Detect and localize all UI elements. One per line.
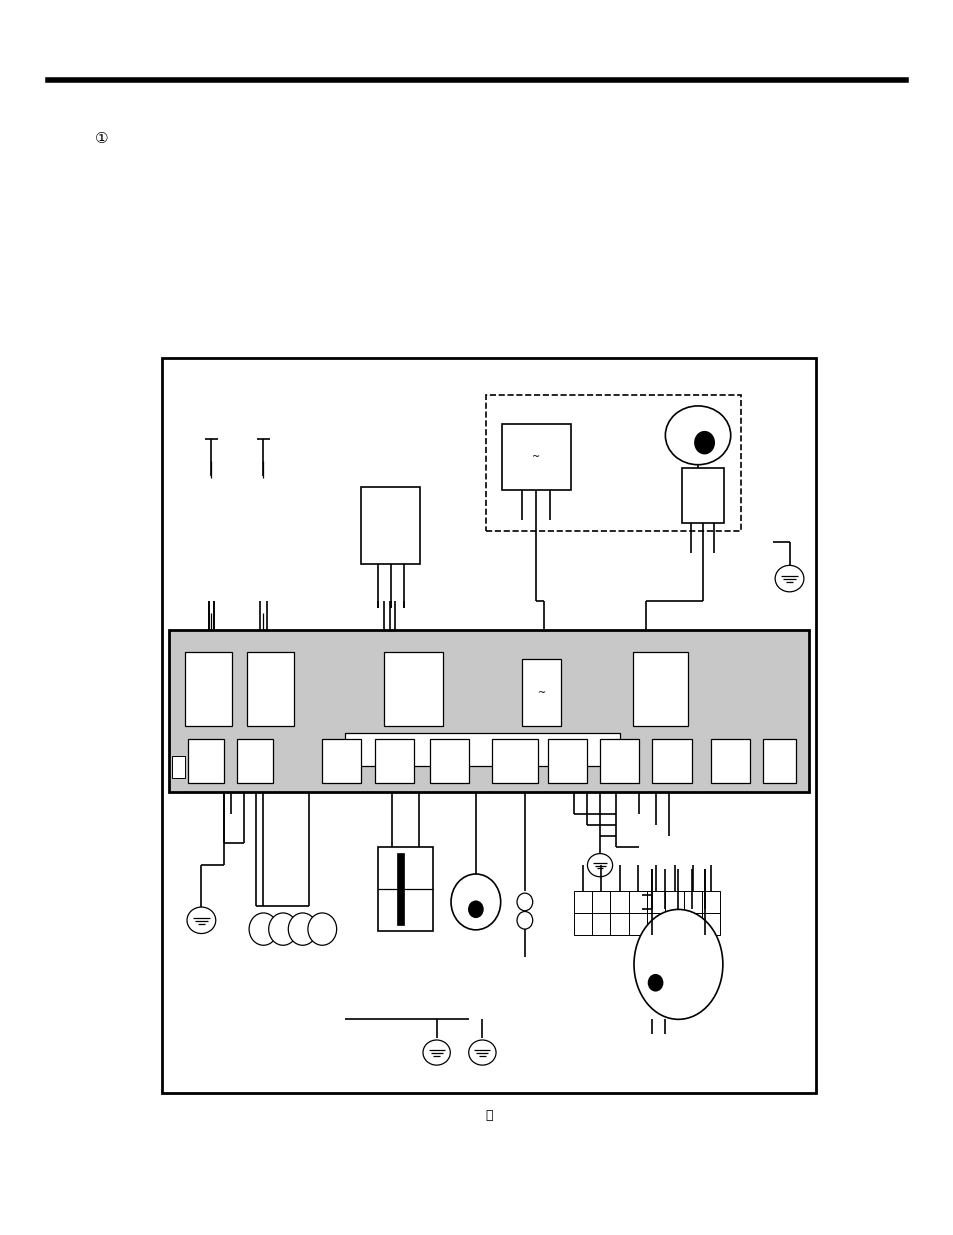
Ellipse shape — [775, 566, 803, 592]
Ellipse shape — [468, 1040, 496, 1065]
Bar — [628, 913, 646, 935]
Bar — [547, 739, 586, 783]
Bar — [592, 890, 610, 913]
Bar — [396, 852, 403, 925]
Bar — [169, 630, 808, 792]
Bar — [162, 358, 815, 1093]
Bar — [501, 425, 570, 490]
Bar — [610, 890, 628, 913]
Bar — [710, 739, 749, 783]
Bar — [681, 468, 723, 524]
Ellipse shape — [517, 893, 532, 910]
Bar — [632, 652, 687, 726]
Bar — [384, 652, 443, 726]
Ellipse shape — [517, 911, 532, 929]
Bar — [375, 739, 414, 783]
Bar — [172, 756, 185, 778]
Bar — [185, 652, 232, 726]
Bar — [188, 739, 224, 783]
Bar — [247, 652, 294, 726]
Bar — [592, 913, 610, 935]
Ellipse shape — [308, 913, 336, 945]
Ellipse shape — [451, 874, 500, 930]
Bar — [599, 739, 639, 783]
Ellipse shape — [587, 853, 612, 877]
Bar — [485, 395, 740, 531]
Ellipse shape — [288, 913, 316, 945]
Ellipse shape — [634, 909, 722, 1019]
Bar — [574, 913, 592, 935]
Bar — [361, 487, 420, 564]
Ellipse shape — [269, 913, 297, 945]
Bar — [664, 913, 683, 935]
Bar — [628, 890, 646, 913]
Ellipse shape — [468, 900, 483, 918]
Bar — [430, 739, 469, 783]
Text: ①: ① — [95, 131, 109, 146]
Bar — [646, 913, 664, 935]
Bar — [701, 913, 720, 935]
Bar — [322, 739, 361, 783]
Ellipse shape — [647, 974, 662, 992]
Bar — [701, 890, 720, 913]
Ellipse shape — [187, 906, 215, 934]
Ellipse shape — [694, 431, 715, 454]
Bar — [521, 659, 560, 726]
Bar — [610, 913, 628, 935]
Bar — [683, 890, 701, 913]
Ellipse shape — [664, 406, 730, 464]
Ellipse shape — [249, 913, 277, 945]
Text: Ⓦ: Ⓦ — [485, 1109, 492, 1121]
Ellipse shape — [422, 1040, 450, 1065]
Bar — [646, 890, 664, 913]
Bar — [377, 847, 433, 931]
Bar — [762, 739, 795, 783]
Bar — [652, 739, 691, 783]
Bar — [664, 890, 683, 913]
Bar — [574, 890, 592, 913]
Bar — [492, 739, 537, 783]
Text: ~: ~ — [537, 688, 546, 698]
Bar — [237, 739, 273, 783]
Text: ~: ~ — [532, 452, 539, 462]
Bar — [345, 732, 619, 766]
Bar — [683, 913, 701, 935]
